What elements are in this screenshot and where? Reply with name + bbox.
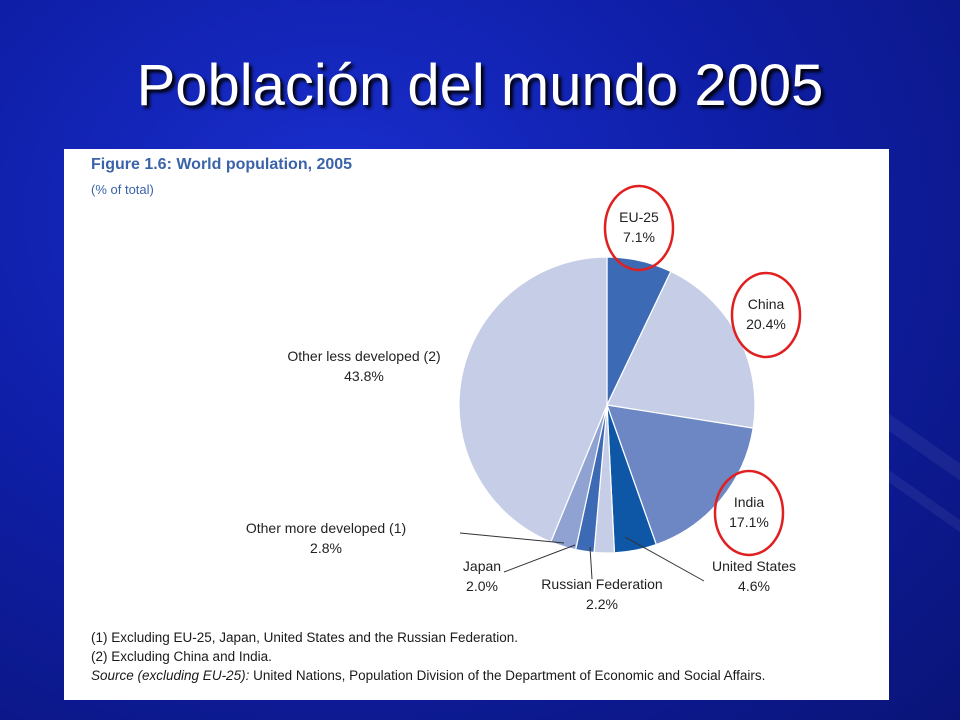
leader-line [459, 532, 565, 544]
slice-value-label: 4.6% [738, 578, 770, 594]
slice-value-label: 7.1% [623, 229, 655, 245]
figure-panel: Figure 1.6: World population, 2005 (% of… [64, 149, 889, 700]
figure-notes: (1) Excluding EU-25, Japan, United State… [91, 628, 765, 685]
slice-value-label: 17.1% [729, 514, 769, 530]
slice-value-label: 2.2% [586, 596, 618, 612]
slice-label: United States [712, 558, 796, 574]
note-1: (1) Excluding EU-25, Japan, United State… [91, 630, 518, 645]
slice-label: China [748, 296, 785, 312]
pie-slice-other-less-developed-2 [458, 256, 608, 543]
slide-title: Población del mundo 2005 [136, 53, 824, 118]
source-label: Source (excluding EU-25): [91, 668, 250, 683]
highlight-circle [713, 469, 785, 557]
slice-value-label: 2.8% [310, 540, 342, 556]
source-text: United Nations, Population Division of t… [249, 668, 766, 683]
slice-value-label: 2.0% [466, 578, 498, 594]
figure-title: Figure 1.6: World population, 2005 [91, 156, 353, 173]
figure-subtitle: (% of total) [91, 182, 154, 197]
note-2: (2) Excluding China and India. [91, 649, 272, 664]
slice-label: Japan [463, 558, 501, 574]
leader-line [624, 536, 705, 582]
pie-slice-india [606, 404, 754, 546]
slice-label: EU-25 [619, 209, 659, 225]
slice-label: India [734, 494, 765, 510]
slice-label: Russian Federation [541, 576, 662, 592]
slice-label: Other less developed (2) [287, 348, 440, 364]
slice-label: Other more developed (1) [246, 520, 406, 536]
pie-chart: EU-25 7.1% China 20.4% India 17.1% United Stat… [246, 184, 802, 612]
slice-value-label: 43.8% [344, 368, 384, 384]
highlight-circle [603, 184, 675, 272]
leader-line [589, 546, 593, 580]
source-line: Source (excluding EU-25): United Nations… [91, 666, 765, 685]
slice-value-label: 20.4% [746, 316, 786, 332]
leader-line [503, 544, 576, 573]
highlight-circle [730, 271, 802, 359]
